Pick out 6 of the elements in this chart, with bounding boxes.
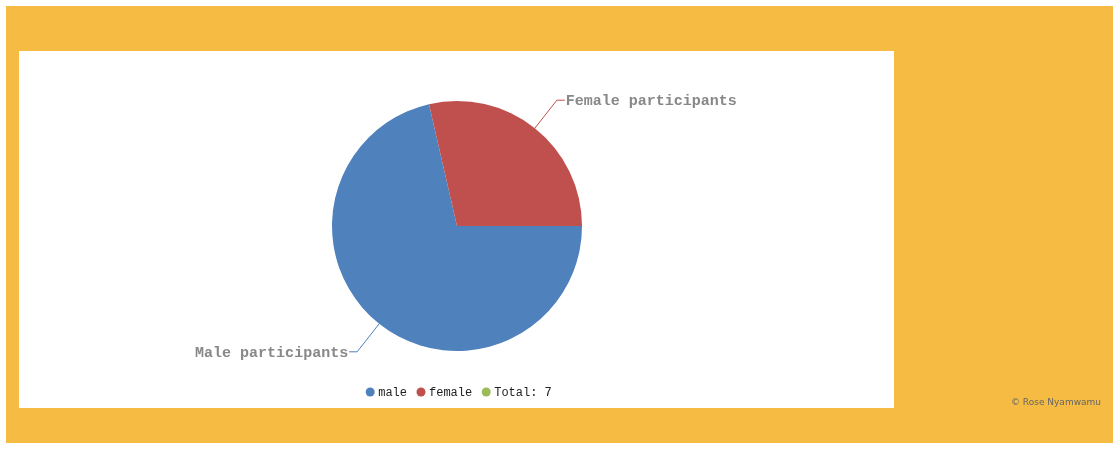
text: Female participants [565, 93, 737, 111]
legend-label: Total: 7 [494, 386, 552, 400]
legend-label: male [378, 386, 407, 400]
text: © Rose Nyamwamu [1011, 397, 1101, 407]
legend-label: female [428, 386, 473, 400]
text: Male participants [195, 344, 349, 362]
